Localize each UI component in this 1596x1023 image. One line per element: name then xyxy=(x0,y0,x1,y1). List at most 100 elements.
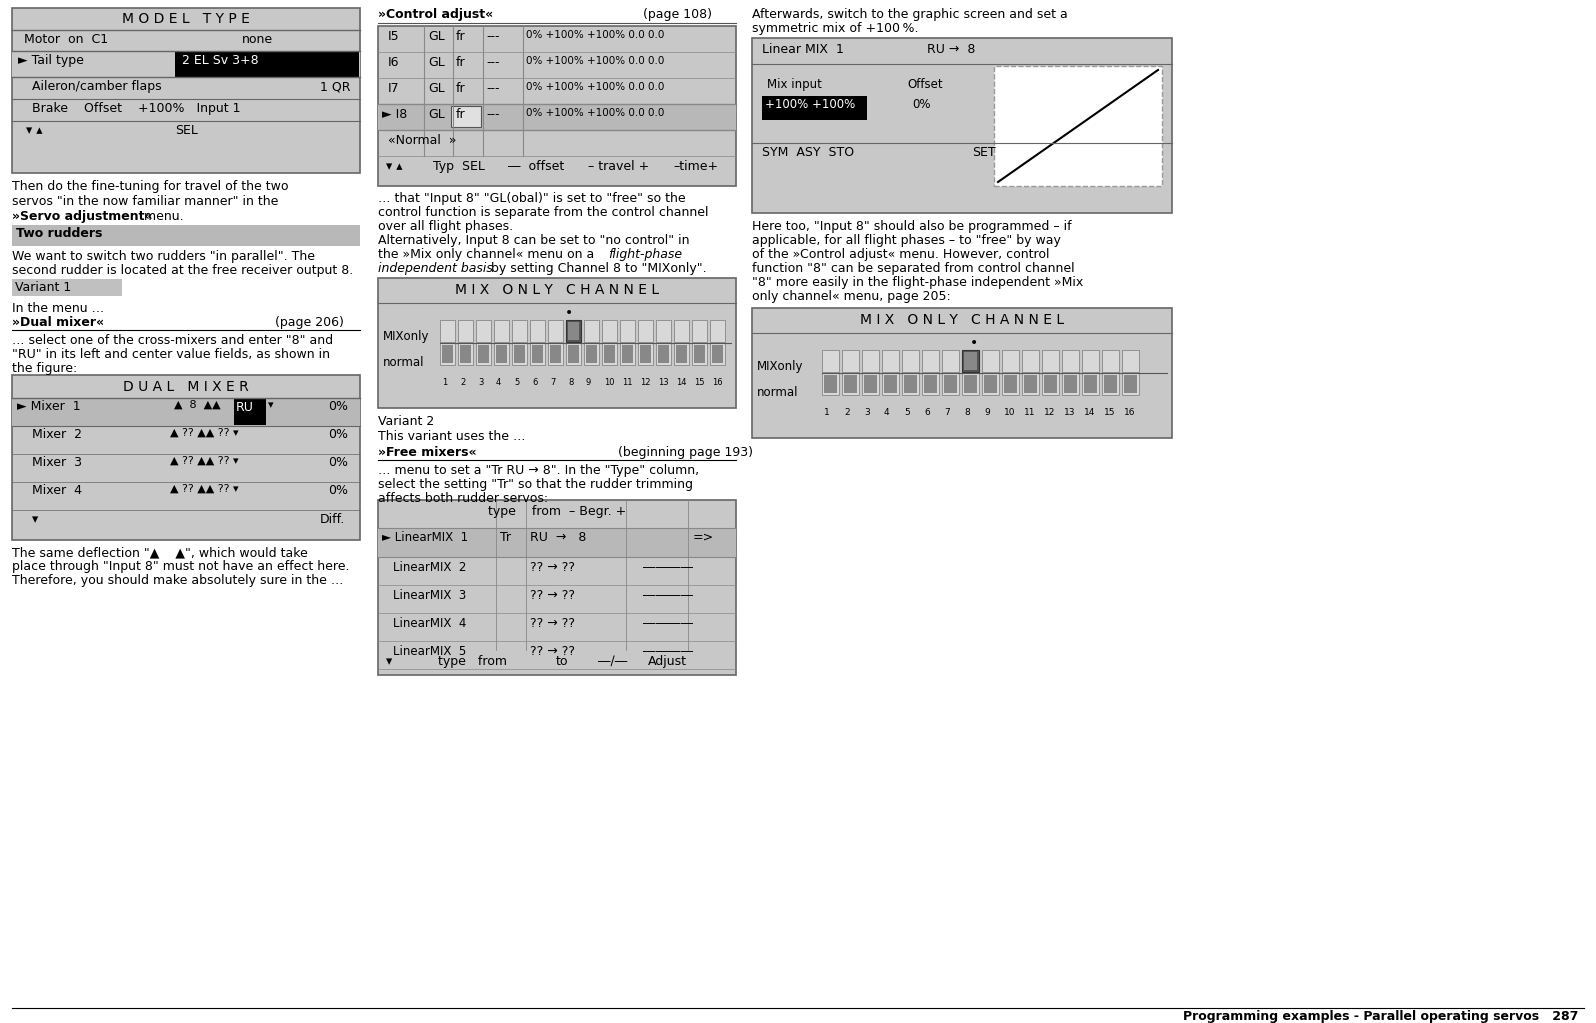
Text: ▾ ▴: ▾ ▴ xyxy=(26,124,43,137)
Bar xyxy=(458,320,472,342)
Text: •: • xyxy=(970,336,978,350)
Bar xyxy=(1025,375,1037,393)
Bar xyxy=(460,345,471,363)
Text: SYM  ASY  STO: SYM ASY STO xyxy=(761,146,854,159)
Bar xyxy=(530,343,544,365)
Bar xyxy=(1122,373,1140,395)
Bar xyxy=(1101,350,1119,372)
Bar xyxy=(551,345,562,363)
Bar xyxy=(943,375,958,393)
Bar xyxy=(1082,373,1100,395)
Text: ?? → ??: ?? → ?? xyxy=(530,561,575,574)
Bar xyxy=(903,375,918,393)
Text: Mixer  2: Mixer 2 xyxy=(32,428,81,441)
Text: LinearMIX  5: LinearMIX 5 xyxy=(393,644,466,658)
Text: Offset: Offset xyxy=(907,78,943,91)
Bar xyxy=(824,375,836,393)
Bar xyxy=(531,345,543,363)
Text: independent basis: independent basis xyxy=(378,262,493,275)
Text: menu.: menu. xyxy=(140,210,184,223)
Text: normal: normal xyxy=(383,356,425,369)
Bar xyxy=(862,350,879,372)
Bar xyxy=(622,345,634,363)
Text: the »Mix only channel« menu on a: the »Mix only channel« menu on a xyxy=(378,248,598,261)
Bar xyxy=(677,345,686,363)
Text: Mixer  3: Mixer 3 xyxy=(32,456,81,469)
Text: 12: 12 xyxy=(640,379,651,387)
Text: "8" more easily in the flight-phase independent »Mix: "8" more easily in the flight-phase inde… xyxy=(752,276,1084,290)
Text: SET: SET xyxy=(972,146,996,159)
Text: »Free mixers«: »Free mixers« xyxy=(378,446,477,459)
Text: 0% +100% +100% 0.0 0.0: 0% +100% +100% 0.0 0.0 xyxy=(527,108,664,118)
Bar xyxy=(440,320,455,342)
Text: 5: 5 xyxy=(514,379,519,387)
Text: ――――: ―――― xyxy=(643,561,693,574)
Bar xyxy=(1042,350,1060,372)
Bar xyxy=(822,350,839,372)
Bar xyxy=(567,343,581,365)
Text: LinearMIX  4: LinearMIX 4 xyxy=(393,617,466,630)
Bar xyxy=(693,343,707,365)
Bar xyxy=(693,320,707,342)
Bar xyxy=(547,320,563,342)
Text: •: • xyxy=(565,306,573,320)
Bar xyxy=(752,308,1171,438)
Text: 8: 8 xyxy=(568,379,573,387)
Text: none: none xyxy=(243,33,273,46)
Text: 11: 11 xyxy=(622,379,632,387)
Text: 4: 4 xyxy=(496,379,501,387)
Text: ► Mixer  1: ► Mixer 1 xyxy=(18,400,81,413)
Bar xyxy=(176,51,359,77)
Bar xyxy=(982,350,999,372)
Bar xyxy=(1122,350,1140,372)
Text: 10: 10 xyxy=(603,379,614,387)
Bar xyxy=(452,106,480,127)
Text: »Servo adjustment«: »Servo adjustment« xyxy=(13,210,153,223)
Bar xyxy=(495,343,509,365)
Bar xyxy=(512,343,527,365)
Text: Programming examples - Parallel operating servos   287: Programming examples - Parallel operatin… xyxy=(1183,1010,1578,1023)
Bar xyxy=(752,38,1171,213)
Bar xyxy=(862,373,879,395)
Text: GL: GL xyxy=(428,30,445,43)
Text: MIXonly: MIXonly xyxy=(383,330,429,343)
Text: Adjust: Adjust xyxy=(648,655,686,668)
Text: ---: --- xyxy=(487,108,500,121)
Bar xyxy=(13,375,361,540)
Text: «Normal  »: «Normal » xyxy=(388,134,456,147)
Bar xyxy=(924,375,937,393)
Text: 3: 3 xyxy=(863,408,870,417)
Text: 13: 13 xyxy=(658,379,669,387)
Bar xyxy=(843,373,859,395)
Bar xyxy=(378,278,736,408)
Bar xyxy=(902,350,919,372)
Text: … that "Input 8" "GL(obal)" is set to "free" so the: … that "Input 8" "GL(obal)" is set to "f… xyxy=(378,192,686,205)
Text: RU  →   8: RU → 8 xyxy=(530,531,586,544)
Text: D U A L   M I X E R: D U A L M I X E R xyxy=(123,380,249,394)
Text: … select one of the cross-mixers and enter "8" and: … select one of the cross-mixers and ent… xyxy=(13,333,334,347)
Text: Aileron/camber flaps: Aileron/camber flaps xyxy=(32,80,161,93)
Text: 0%: 0% xyxy=(911,98,930,112)
Text: 6: 6 xyxy=(924,408,930,417)
Text: ▲ ?? ▲▲ ?? ▾: ▲ ?? ▲▲ ?? ▾ xyxy=(171,428,239,438)
Text: I5: I5 xyxy=(388,30,399,43)
Bar xyxy=(883,350,899,372)
Text: LinearMIX  3: LinearMIX 3 xyxy=(393,589,466,602)
Bar xyxy=(458,343,472,365)
Text: 9: 9 xyxy=(586,379,591,387)
Text: the figure:: the figure: xyxy=(13,362,77,375)
Text: type    from  – Begr. +: type from – Begr. + xyxy=(488,505,626,518)
Text: »Control adjust«: »Control adjust« xyxy=(378,8,493,21)
Bar xyxy=(586,345,597,363)
Bar xyxy=(602,343,618,365)
Text: 0% +100% +100% 0.0 0.0: 0% +100% +100% 0.0 0.0 xyxy=(527,30,664,40)
Text: 0% +100% +100% 0.0 0.0: 0% +100% +100% 0.0 0.0 xyxy=(527,56,664,66)
Text: fr: fr xyxy=(456,30,466,43)
Text: function "8" can be separated from control channel: function "8" can be separated from contr… xyxy=(752,262,1074,275)
Text: 1 QR: 1 QR xyxy=(321,80,351,93)
Text: Diff.: Diff. xyxy=(321,513,345,526)
Text: MIXonly: MIXonly xyxy=(757,360,803,373)
Text: The same deflection "▲    ▲", which would take: The same deflection "▲ ▲", which would t… xyxy=(13,546,308,559)
Text: 16: 16 xyxy=(712,379,723,387)
Text: ――――: ―――― xyxy=(643,644,693,658)
